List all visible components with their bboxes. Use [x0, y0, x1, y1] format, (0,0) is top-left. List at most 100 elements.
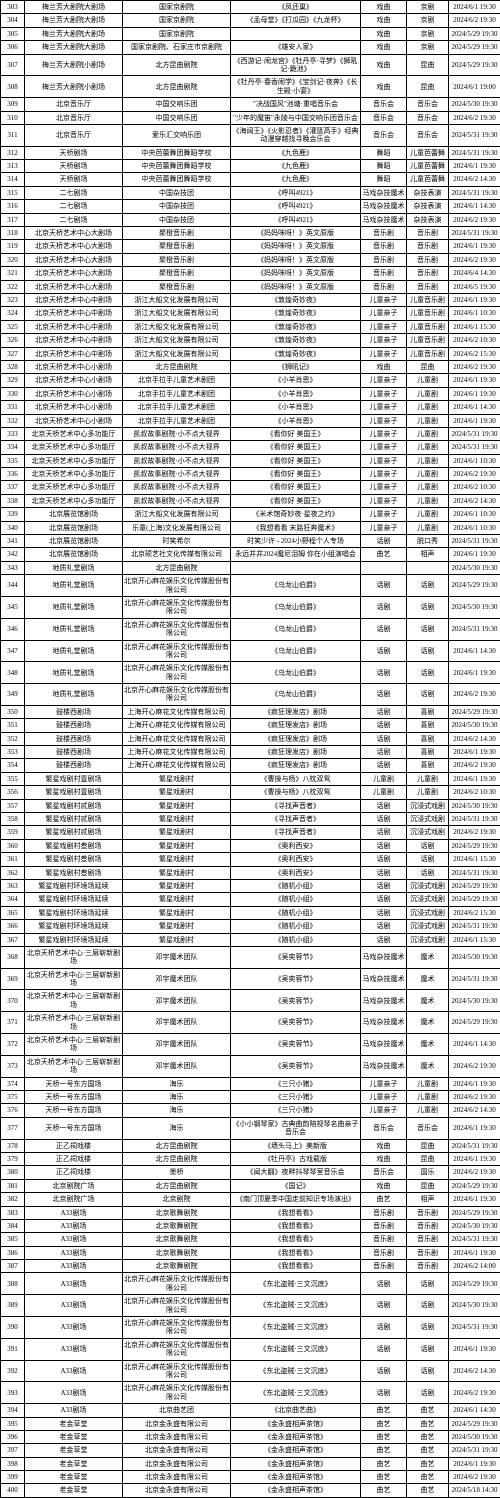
table-row: 397老金草堂北京金永盛有限公司《金永盛相声茶馆》曲艺曲艺2024/5/31 1…	[1, 1444, 500, 1457]
show-title-cell: 《呼叫4921》	[231, 186, 361, 199]
table-row: 308梅兰芳大剧院小剧场北方昆曲剧院《牡丹亭·春香闹学》《宝剑记·夜奔》《长生殿…	[1, 76, 500, 98]
show-title-cell: 《墙头马上》美新版	[231, 1139, 361, 1152]
row-index: 339	[1, 508, 25, 521]
troupe-cell: 墨桥	[123, 1166, 231, 1179]
table-row: 371北京天桥艺术中心·三层崭新剧场邓宇魔术团队《吴奕蓉节》马戏杂技魔术魔术20…	[1, 1012, 500, 1034]
table-row: 375天桥一号东方国场海乐《三只小猪》儿童亲子儿童剧2024/6/2 19:30	[1, 1090, 500, 1103]
venue-cell: A33剧场	[25, 1273, 123, 1295]
venue-cell: 地质礼堂剧场	[25, 596, 123, 618]
genre2-cell	[407, 561, 449, 574]
show-title-cell: 《随机小组》	[231, 893, 361, 906]
genre2-cell: 音乐剧	[407, 1206, 449, 1219]
genre2-cell: 音乐剧	[407, 280, 449, 293]
table-row: 341北京展览馆剧场时笑希尔时笑少许 - 2024小野程个人专场话剧脱口秀202…	[1, 535, 500, 548]
date-cell: 2024/6/2 19:30	[449, 1090, 500, 1103]
show-title-cell: 《小羊肖恩》	[231, 387, 361, 400]
table-row: 342北京展览馆剧场北京硕艺社文化传媒有限公司永远井井2024魔尼泪姆 你在小组…	[1, 548, 500, 561]
show-title-cell: 《米术馆奇妙夜·星夜之约》	[231, 508, 361, 521]
genre2-cell: 曲艺	[407, 1457, 449, 1470]
genre1-cell: 话剧	[361, 813, 407, 826]
genre1-cell: 音乐会	[361, 1166, 407, 1179]
troupe-cell: 凯叔故事剧院·小不点大视界	[123, 494, 231, 507]
genre1-cell: 戏曲	[361, 76, 407, 98]
venue-cell: 北京天桥艺术中心多功能厅	[25, 441, 123, 454]
show-title-cell: 《牡丹亭》古戏载版	[231, 1152, 361, 1165]
row-index: 388	[1, 1273, 25, 1295]
date-cell: 2024/6/1 14:30	[449, 200, 500, 213]
table-row: 325北京天桥艺术中心中剧场浙江大船文化发展有限公司《敦煌奇妙夜》儿童亲子儿童音…	[1, 320, 500, 333]
row-index: 363	[1, 879, 25, 892]
genre1-cell: 儿童亲子	[361, 1104, 407, 1117]
genre2-cell: 儿童音乐剧	[407, 307, 449, 320]
genre1-cell: 话剧	[361, 920, 407, 933]
venue-cell: A33剧场	[25, 1233, 123, 1246]
row-index: 385	[1, 1233, 25, 1246]
table-row: 350鼓楼西剧场上海开心麻花文化传媒有限公司《疯狂理发店》剧场话剧喜剧2024/…	[1, 705, 500, 718]
date-cell: 2024/6/1 19:30	[449, 1077, 500, 1090]
troupe-cell: 中国交响乐团	[123, 111, 231, 124]
date-cell: 2024/6/1 15:30	[449, 853, 500, 866]
table-row: 338北京天桥艺术中心多功能厅凯叔故事剧院·小不点大视界《看你好 美国王》儿童亲…	[1, 494, 500, 507]
row-index: 337	[1, 481, 25, 494]
genre1-cell: 话剧	[361, 719, 407, 732]
troupe-cell: 国家京剧院、石家庄市京剧院	[123, 41, 231, 54]
date-cell: 2024/6/2 19:30	[449, 684, 500, 706]
table-row: 353鼓楼西剧场上海开心麻花文化传媒有限公司《疯狂理发店》剧场话剧喜剧2024/…	[1, 746, 500, 759]
row-index: 318	[1, 227, 25, 240]
venue-cell: 鼓楼西剧场	[25, 705, 123, 718]
date-cell: 2024/6/1 19:30	[449, 374, 500, 387]
venue-cell: 鼓楼西剧场	[25, 759, 123, 772]
genre2-cell: 杂技表演	[407, 213, 449, 226]
row-index: 376	[1, 1104, 25, 1117]
troupe-cell: 北方昆曲剧院	[123, 1139, 231, 1152]
row-index: 323	[1, 293, 25, 306]
row-index: 394	[1, 1404, 25, 1417]
venue-cell: 梅兰芳大剧院小剧场	[25, 54, 123, 76]
table-row: 306梅兰芳大剧院大剧场国家京剧院、石家庄市京剧院《雄安人家》戏曲京剧2024/…	[1, 41, 500, 54]
genre1-cell: 话剧	[361, 1295, 407, 1317]
genre2-cell: 音乐剧	[407, 1260, 449, 1273]
venue-cell: 北京天桥艺术中心·三层崭新剧场	[25, 946, 123, 968]
troupe-cell: 北京开心麻花娱乐文化传媒股份有限公司	[123, 1317, 231, 1339]
table-row: 356繁星戏剧村壹剧场繁星戏剧村《曹操与杨》八枕双鸳儿童剧儿童剧2024/6/2…	[1, 786, 500, 799]
genre1-cell: 戏曲	[361, 54, 407, 76]
show-title-cell: 《我想看看》	[231, 1233, 361, 1246]
table-row: 335北京天桥艺术中心多功能厅凯叔故事剧院·小不点大视界《看你好 美国王》儿童亲…	[1, 454, 500, 467]
table-row: 321北京天桥艺术中心大剧场聚橙音乐剧《妈妈咪呀！》英文原版音乐剧音乐剧2024…	[1, 267, 500, 280]
genre2-cell: 魔术	[407, 990, 449, 1012]
show-title-cell: 《妈妈咪呀！》英文原版	[231, 267, 361, 280]
venue-cell: 繁星戏剧村环境场延续	[25, 920, 123, 933]
show-title-cell: 《寻找声音者》	[231, 813, 361, 826]
row-index: 378	[1, 1139, 25, 1152]
table-row: 372北京天桥艺术中心·三层崭新剧场邓宇魔术团队《吴奕蓉节》马戏杂技魔术魔术20…	[1, 1034, 500, 1056]
venue-cell: 北京天桥艺术中心大剧场	[25, 280, 123, 293]
date-cell: 2024/6/1 19:30	[449, 293, 500, 306]
table-row: 311北京音乐厅爱乐汇交响乐团《海阔王》《火影忍者》《灌篮高手》经典动漫穿越找寻…	[1, 124, 500, 146]
row-index: 392	[1, 1360, 25, 1382]
venue-cell: 鼓楼西剧场	[25, 732, 123, 745]
troupe-cell: 北京开心麻花娱乐文化传媒股份有限公司	[123, 1273, 231, 1295]
genre1-cell: 话剧	[361, 1317, 407, 1339]
genre2-cell: 沉浸式戏剧	[407, 933, 449, 946]
date-cell: 2024/6/1 19:30	[449, 548, 500, 561]
date-cell: 2024/6/1 19:30	[449, 1117, 500, 1139]
date-cell: 2024/6/2 15:30	[449, 347, 500, 360]
show-title-cell: 《三只小猪》	[231, 1077, 361, 1090]
date-cell: 2024/6/2 15:30	[449, 906, 500, 919]
date-cell: 2024/6/2 10:30	[449, 481, 500, 494]
troupe-cell: 繁星戏剧村	[123, 839, 231, 852]
troupe-cell: 凯叔故事剧院·小不点大视界	[123, 427, 231, 440]
genre2-cell: 喜剧	[407, 746, 449, 759]
troupe-cell: 中国杂技团	[123, 186, 231, 199]
venue-cell: 老金草堂	[25, 1457, 123, 1470]
table-row: 366繁星戏剧村环境场延续繁星戏剧村《随机小组》话剧沉浸式戏剧2024/5/31…	[1, 920, 500, 933]
show-title-cell: 《东北盗贼·三文沉底》	[231, 1382, 361, 1404]
genre2-cell: 话剧	[407, 1360, 449, 1382]
genre1-cell: 儿童亲子	[361, 521, 407, 534]
genre1-cell: 音乐剧	[361, 227, 407, 240]
troupe-cell: 海乐	[123, 1117, 231, 1139]
date-cell: 2024/6/1 19:30	[449, 772, 500, 785]
troupe-cell: 北方昆曲剧院	[123, 76, 231, 98]
show-title-cell: 《乌龙山伯爵》	[231, 596, 361, 618]
date-cell: 2024/6/1 19:30	[449, 662, 500, 684]
